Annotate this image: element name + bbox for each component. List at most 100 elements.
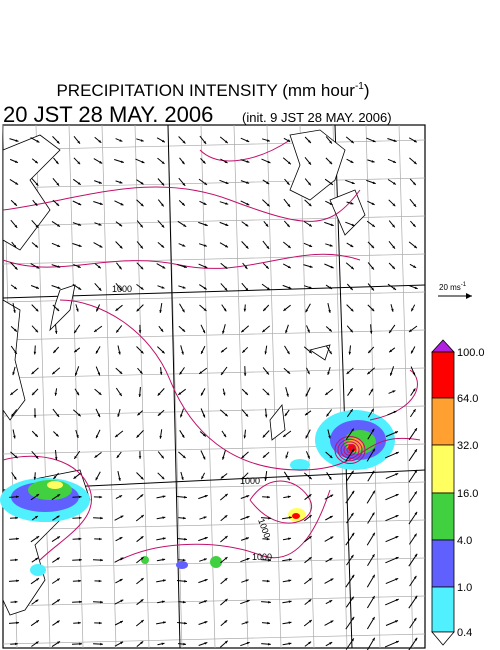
wind-arrowhead [78,287,82,290]
wind-arrowhead [36,620,39,623]
wind-arrowhead [74,330,77,334]
wind-arrowhead [241,329,245,333]
wind-arrowhead [243,373,247,376]
wind-arrowhead [246,160,250,163]
wind-arrowhead [266,579,270,583]
wind-arrowhead [55,433,59,437]
wind-arrowhead [120,160,124,163]
wind-arrowhead [140,620,144,623]
wind-arrowhead [162,558,166,561]
wind-arrowhead [162,579,166,582]
wind-arrowhead [288,537,291,541]
wind-arrowhead [57,265,61,268]
wind-arrowhead [201,476,204,480]
wind-arrowhead [138,330,142,334]
wind-arrowhead [264,414,268,418]
wind-arrowhead [203,286,207,290]
wind-arrowhead [76,392,79,396]
wind-arrowhead [224,515,228,518]
wind-arrowhead [395,536,399,539]
wind-arrowhead [14,351,17,354]
wind-arrowhead [13,476,17,480]
map-frame [2,124,426,649]
wind-arrowhead [100,642,103,646]
precip-area [47,481,63,489]
wind-arrowhead [16,621,19,625]
wind-arrowhead [393,410,397,414]
wind-arrowhead [350,409,353,412]
wind-arrowhead [224,140,228,144]
wind-arrowhead [183,224,187,227]
wind-arrowhead [99,621,102,625]
wind-arrowhead [371,428,375,432]
wind-arrowhead [220,475,224,479]
wind-arrowhead [371,266,374,270]
wind-arrowhead [308,161,311,165]
wind-arrowhead [393,287,396,290]
wind-arrowhead [389,349,393,353]
wind-arrowhead [351,470,354,474]
graticule-line [2,253,426,265]
wind-arrowhead [262,434,266,438]
wind-arrowhead [348,351,352,355]
wind-arrowhead [56,182,60,186]
wind-arrowhead [330,620,334,623]
wind-arrowhead [246,495,250,498]
wind-arrowhead [245,579,249,582]
wind-arrowhead [328,328,332,332]
wind-arrowhead [266,371,269,375]
wind-arrowhead [412,388,416,392]
graticule-line [2,291,426,303]
wind-arrowhead [140,476,144,480]
wind-arrowhead [224,598,228,602]
wind-arrowhead [139,371,143,374]
wind-arrowhead [204,182,207,185]
wind-arrowhead [328,435,331,439]
wind-arrowhead [136,434,140,438]
wind-arrowhead [412,224,416,227]
wind-arrowhead [389,330,392,334]
wind-arrowhead [351,574,355,578]
wind-arrowhead [179,371,183,375]
graticule-line [101,124,117,649]
wind-arrowhead [241,455,245,459]
wind-arrowhead [56,414,60,417]
wind-arrowhead [288,621,292,624]
wind-arrowhead [117,414,120,417]
wind-arrowhead [36,536,40,539]
wind-arrowhead [350,202,354,205]
wind-arrowhead [329,558,333,561]
wind-arrowhead [100,600,103,604]
graticule-line [2,519,426,531]
wind-arrowhead [413,139,417,143]
wind-arrowhead [140,245,143,249]
colorbar-label: 0.4 [457,627,472,639]
wind-arrowhead [414,553,418,557]
wind-arrowhead [411,350,414,354]
wind-arrowhead [78,621,81,625]
wind-arrowhead [308,203,312,207]
wind-arrowhead [309,244,313,247]
wind-arrowhead [181,161,185,165]
wind-arrowhead [287,224,290,228]
wind-arrowhead [161,286,165,289]
wind-arrowhead [414,428,417,432]
wind-arrowhead [181,202,185,206]
wind-arrowhead [308,350,312,354]
wind-arrowhead [395,640,399,644]
wind-arrowhead [99,202,103,205]
wind-arrowhead [392,245,395,249]
wind-arrowhead [98,579,102,583]
wind-arrowhead [77,265,81,268]
wind-arrowhead [94,454,98,458]
wind-arrowhead [287,351,290,355]
wind-arrowhead [395,431,398,434]
wind-arrowhead [119,223,123,227]
wind-arrowhead [246,202,250,206]
wind-arrowhead [118,477,121,481]
wind-arrowhead [288,642,292,645]
precip-area [292,513,300,519]
wind-arrowhead [77,182,81,185]
wind-arrowhead [393,160,396,163]
wind-arrowhead [99,160,103,164]
